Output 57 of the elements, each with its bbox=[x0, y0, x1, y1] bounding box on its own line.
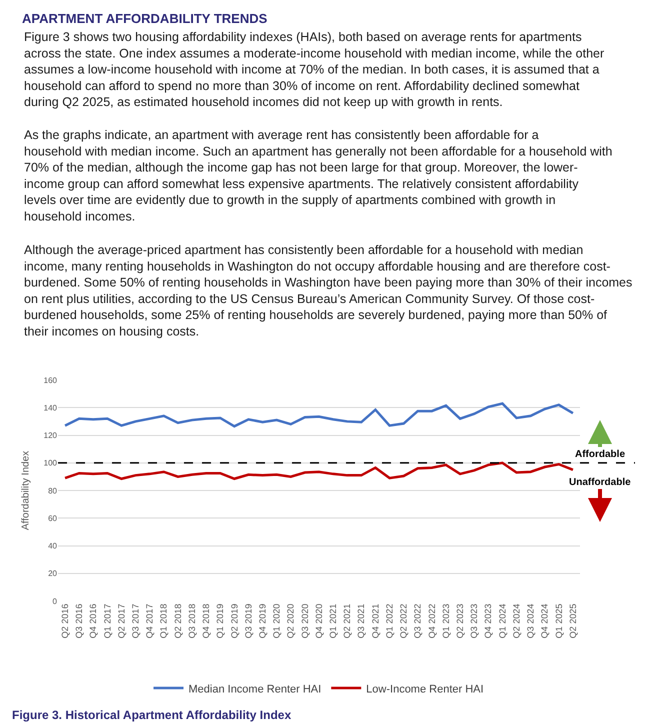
x-tick-label: Q1 2018 bbox=[158, 604, 169, 638]
x-tick-label: Q2 2024 bbox=[511, 604, 522, 638]
x-tick-label: Q3 2022 bbox=[412, 604, 423, 638]
y-tick-label: 0 bbox=[52, 596, 58, 606]
x-tick-label: Q3 2019 bbox=[243, 604, 254, 638]
x-tick-label: Q4 2017 bbox=[144, 604, 155, 638]
x-tick-label: Q2 2017 bbox=[116, 604, 126, 638]
x-tick-label: Q3 2020 bbox=[300, 604, 310, 638]
x-tick-label: Q3 2024 bbox=[526, 604, 536, 638]
x-tick-label: Q1 2022 bbox=[384, 604, 394, 638]
x-tick-label: Q4 2023 bbox=[483, 604, 494, 638]
x-tick-label: Q2 2021 bbox=[342, 604, 352, 638]
x-tick-label: Q3 2021 bbox=[356, 604, 366, 638]
chart-title: APARTMENT AFFORDABILITY TRENDS bbox=[22, 11, 268, 26]
x-tick-label: Q2 2019 bbox=[229, 604, 240, 638]
x-tick-label: Q3 2017 bbox=[130, 604, 141, 638]
annotation: Affordable bbox=[575, 449, 626, 460]
y-tick-label: 140 bbox=[44, 403, 58, 412]
x-tick-label: Q3 2023 bbox=[469, 604, 480, 638]
y-tick-label: 40 bbox=[48, 542, 58, 551]
x-tick-label: Q4 2022 bbox=[426, 604, 437, 638]
text: Although the average-priced apartment has consistently been affordable for a household with median income, many renting households in Washington do not occupy affordable housing and are therefore cost-burdened. Some 50% of renting households in Washington have been paying more than 30% of their incomes on rent plus utilities, according to the US Census Bureau’s American Community Survey. Of those cost-burdened households, some 25% of renting households are severely burdened, paying more than 50% of their incomes on housing costs. bbox=[24, 243, 632, 338]
caption: Figure 3 shows two housing affordability indexes (HAIs), both based on average rents for apartments across the state. One index assumes a moderate-income household with median income, while the other assumes a low-income household with income at 70% of the median. In both cases, it is assumed that a household can afford to spend no more than 30% of income on rent. Affordability declined somewhat during Q2 2025, as estimated household incomes did not keep up with growth in rents. bbox=[24, 30, 604, 109]
x-tick-label: Q1 2023 bbox=[440, 604, 451, 638]
x-tick-label: Q2 2016 bbox=[60, 604, 70, 638]
legend-label: Median Income Renter HAI bbox=[188, 683, 322, 696]
y-tick-label: 100 bbox=[44, 458, 58, 468]
x-tick-label: Q4 2021 bbox=[370, 604, 380, 638]
y-tick-label: 120 bbox=[44, 431, 58, 440]
x-tick-label: Q2 2020 bbox=[286, 604, 296, 638]
x-tick-label: Q1 2024 bbox=[497, 604, 508, 638]
y-tick-label: 60 bbox=[48, 514, 58, 523]
x-tick-label: Q2 2023 bbox=[455, 604, 466, 638]
x-tick-label: Q2 2025 bbox=[568, 604, 578, 638]
x-tick-label: Q1 2020 bbox=[272, 604, 282, 638]
x-tick-label: Q3 2018 bbox=[186, 604, 197, 638]
text: As the graphs indicate, an apartment with average rent has consistently been affordable for a household with median income. Such an apartment has generally not been affordable for a household with 70% of the median, although the income gap has not been large for that group. Moreover, the lower-income group can afford somewhat less expensive apartments. The relatively consistent affordability levels over time are evidently due to growth in the supply of apartments combined with growth in household incomes. bbox=[24, 128, 612, 224]
x-tick-label: Q4 2016 bbox=[88, 604, 98, 638]
y-tick-label: 80 bbox=[48, 486, 58, 496]
x-tick-label: Q1 2017 bbox=[102, 604, 112, 638]
legend-label: Low-Income Renter HAI bbox=[366, 683, 484, 696]
x-tick-label: Q4 2019 bbox=[257, 604, 268, 638]
x-tick-label: Q4 2018 bbox=[201, 604, 212, 638]
x-tick-label: Q1 2019 bbox=[215, 604, 226, 638]
line-series bbox=[64, 402, 574, 428]
x-tick-label: Q1 2021 bbox=[328, 604, 338, 638]
caption: Figure 3. Historical Apartment Affordability Index bbox=[12, 708, 292, 722]
x-tick-label: Q2 2018 bbox=[172, 604, 183, 638]
x-tick-label: Q3 2016 bbox=[74, 604, 84, 638]
x-tick-label: Q2 2022 bbox=[398, 604, 409, 638]
y-axis-title: Affordability Index bbox=[20, 450, 32, 530]
y-tick-label: 20 bbox=[48, 569, 58, 578]
annotation: Unaffordable bbox=[569, 477, 632, 488]
x-tick-label: Q4 2020 bbox=[314, 604, 324, 638]
x-tick-label: Q1 2025 bbox=[554, 604, 564, 638]
x-tick-label: Q4 2024 bbox=[540, 604, 550, 638]
y-tick-label: 160 bbox=[44, 376, 58, 385]
